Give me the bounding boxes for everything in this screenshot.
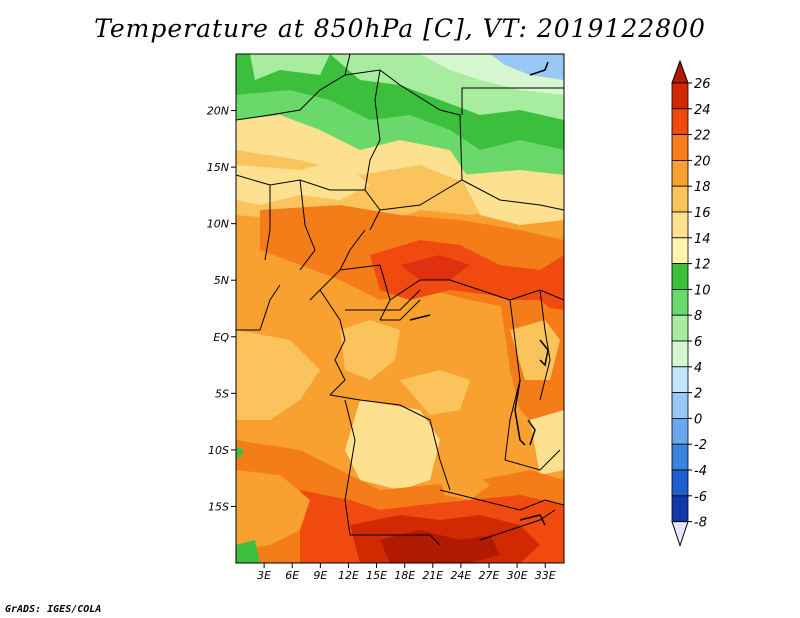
grads-credit: GrADS: IGES/COLA — [5, 604, 102, 615]
colorbar-swatch — [671, 134, 689, 161]
colorbar-swatch — [671, 185, 689, 213]
map-title: Temperature at 850hPa [C], VT: 201912280… — [94, 14, 706, 43]
lat-tick-label: 20N — [207, 105, 229, 118]
lon-tick-label: 9E — [313, 569, 327, 582]
lon-tick-label: 21E — [422, 569, 443, 582]
lat-tick-label: 10S — [208, 444, 229, 457]
colorbar-label: 22 — [694, 129, 711, 144]
colorbar-swatch — [671, 288, 689, 316]
lon-tick-label: 27E — [479, 569, 500, 582]
colorbar-swatch — [671, 314, 689, 342]
map-frame — [235, 53, 565, 564]
colorbar-swatch — [671, 340, 689, 368]
colorbar-top-arrow — [671, 59, 689, 84]
colorbar-bottom-arrow — [671, 521, 689, 548]
colorbar-swatch — [671, 211, 689, 239]
lon-tick-label: 30E — [507, 569, 528, 582]
lat-tick-label: 15N — [207, 161, 229, 174]
colorbar-label: 20 — [694, 154, 711, 169]
colorbar-label: -8 — [694, 516, 707, 531]
lon-tick-label: 18E — [394, 569, 415, 582]
colorbar-label: 6 — [694, 335, 702, 350]
colorbar-swatch — [671, 392, 689, 419]
lon-tick-label: 15E — [366, 569, 387, 582]
latitude-axis: 20N 15N 10N 5N EQ 5S 10S 15S — [207, 105, 236, 513]
colorbar-swatch — [671, 366, 689, 393]
colorbar-label: -6 — [694, 490, 707, 505]
lon-tick-label: 3E — [257, 569, 271, 582]
colorbar-label: 0 — [694, 412, 702, 427]
colorbar-swatch — [671, 495, 689, 522]
colorbar-swatch — [671, 237, 689, 265]
lon-tick-label: 12E — [338, 569, 359, 582]
colorbar-label: 2 — [694, 387, 702, 402]
colorbar-swatch — [671, 469, 689, 497]
colorbar-swatch — [671, 443, 689, 471]
lon-tick-label: 6E — [285, 569, 299, 582]
lat-tick-label: 5N — [214, 274, 229, 287]
colorbar-label: 10 — [694, 283, 711, 298]
colorbar-label: -2 — [694, 438, 707, 453]
temperature-field — [236, 54, 564, 563]
colorbar-label: 14 — [694, 232, 711, 247]
lon-tick-label: 24E — [450, 569, 471, 582]
lat-tick-label: 15S — [208, 500, 229, 513]
colorbar-label: 4 — [694, 361, 702, 376]
colorbar-label: 16 — [694, 206, 711, 221]
country-borders — [236, 54, 564, 546]
colorbar-swatch — [671, 417, 689, 445]
colorbar-swatch — [671, 82, 689, 110]
colorbar-label: 24 — [694, 103, 711, 118]
lat-tick-label: 5S — [215, 387, 229, 400]
colorbar-swatch — [671, 159, 689, 187]
lakes — [409, 61, 549, 526]
colorbar-label: 18 — [694, 180, 711, 195]
colorbar-label: 8 — [694, 309, 702, 324]
colorbar-swatch — [671, 263, 689, 290]
colorbar-swatch — [671, 108, 689, 136]
lat-tick-label: EQ — [213, 331, 229, 344]
lon-tick-label: 33E — [535, 569, 556, 582]
colorbar-label: 12 — [694, 258, 711, 273]
colorbar-label: -4 — [694, 464, 707, 479]
colorbar-label: 26 — [694, 77, 711, 92]
longitude-axis: 3E 6E 9E 12E 15E 18E 21E 24E 27E 30E 33E — [257, 563, 556, 582]
lat-tick-label: 10N — [207, 218, 229, 231]
